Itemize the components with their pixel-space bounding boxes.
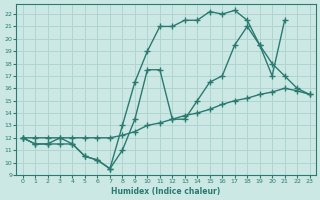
X-axis label: Humidex (Indice chaleur): Humidex (Indice chaleur)	[111, 187, 221, 196]
